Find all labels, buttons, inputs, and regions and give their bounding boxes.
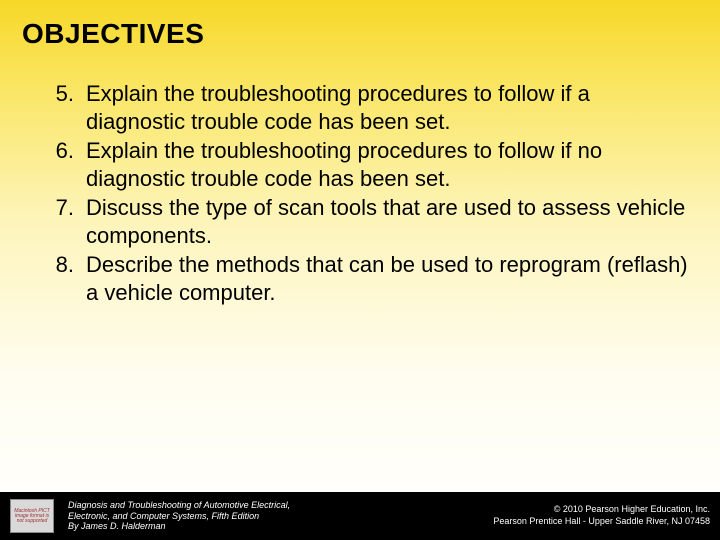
footer-author: By James D. Halderman bbox=[68, 521, 493, 532]
list-text: Explain the troubleshooting procedures t… bbox=[86, 137, 698, 192]
list-item: 8. Describe the methods that can be used… bbox=[52, 251, 698, 306]
footer-left-credits: Diagnosis and Troubleshooting of Automot… bbox=[68, 500, 493, 532]
list-text: Explain the troubleshooting procedures t… bbox=[86, 80, 698, 135]
slide-title: OBJECTIVES bbox=[22, 18, 698, 50]
slide-content: OBJECTIVES 5. Explain the troubleshootin… bbox=[0, 0, 720, 492]
footer-copyright-line2: Pearson Prentice Hall - Upper Saddle Riv… bbox=[493, 516, 710, 528]
footer-book-title-line2: Electronic, and Computer Systems, Fifth … bbox=[68, 511, 493, 522]
objectives-list: 5. Explain the troubleshooting procedure… bbox=[22, 80, 698, 306]
list-number: 6. bbox=[52, 137, 86, 192]
list-item: 6. Explain the troubleshooting procedure… bbox=[52, 137, 698, 192]
list-text: Describe the methods that can be used to… bbox=[86, 251, 698, 306]
footer-book-title-line1: Diagnosis and Troubleshooting of Automot… bbox=[68, 500, 493, 511]
list-number: 5. bbox=[52, 80, 86, 135]
list-number: 8. bbox=[52, 251, 86, 306]
placeholder-image-icon: Macintosh PICT image format is not suppo… bbox=[10, 499, 54, 533]
slide-footer: Macintosh PICT image format is not suppo… bbox=[0, 492, 720, 540]
list-number: 7. bbox=[52, 194, 86, 249]
list-item: 7. Discuss the type of scan tools that a… bbox=[52, 194, 698, 249]
list-item: 5. Explain the troubleshooting procedure… bbox=[52, 80, 698, 135]
footer-right-copyright: © 2010 Pearson Higher Education, Inc. Pe… bbox=[493, 504, 710, 527]
list-text: Discuss the type of scan tools that are … bbox=[86, 194, 698, 249]
footer-copyright-line1: © 2010 Pearson Higher Education, Inc. bbox=[493, 504, 710, 516]
